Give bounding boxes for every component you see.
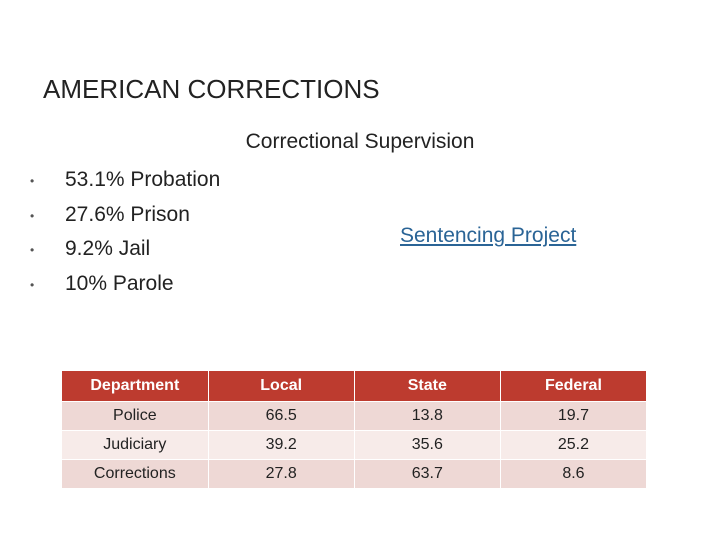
subtitle: Correctional Supervision bbox=[245, 130, 475, 153]
header-cell: Department bbox=[62, 371, 209, 402]
table-cell: 27.8 bbox=[208, 459, 355, 488]
header-cell: Local bbox=[208, 371, 355, 402]
table-cell: Judiciary bbox=[62, 430, 209, 460]
slide-title: AMERICAN CORRECTIONS bbox=[43, 74, 380, 104]
header-row: Department Local State Federal bbox=[62, 371, 648, 402]
bullet-item: 27.6% Prison bbox=[0, 201, 220, 236]
table-cell: 39.2 bbox=[208, 430, 355, 460]
data-table: Department Local State Federal Police 66.5 13… bbox=[62, 371, 648, 488]
table-cell: 19.7 bbox=[500, 401, 648, 431]
table-row: Judiciary 39.2 35.6 25.2 bbox=[62, 430, 648, 460]
table-row: Corrections 27.8 63.7 8.6 bbox=[62, 459, 648, 488]
bullet-item: 53.1% Probation bbox=[0, 166, 220, 201]
table-cell: 13.8 bbox=[354, 401, 501, 431]
table-cell: 8.6 bbox=[500, 459, 648, 488]
table-cell: Police bbox=[62, 401, 209, 431]
bullet-list: 53.1% Probation27.6% Prison9.2% Jail10% … bbox=[0, 166, 220, 304]
table-body: Police 66.5 13.8 19.7 Judiciary 39.2 35.6 25.2 C… bbox=[62, 401, 648, 488]
table-cell: 63.7 bbox=[354, 459, 501, 488]
table-cell: Corrections bbox=[62, 459, 209, 488]
bullet-item: 9.2% Jail bbox=[0, 235, 220, 270]
bullet-item: 10% Parole bbox=[0, 270, 220, 305]
source-link[interactable]: Sentencing Project bbox=[400, 224, 577, 247]
table-cell: 25.2 bbox=[500, 430, 648, 460]
header-cell: Federal bbox=[500, 371, 648, 402]
header-cell: State bbox=[354, 371, 501, 402]
table-row: Police 66.5 13.8 19.7 bbox=[62, 401, 648, 431]
table-cell: 66.5 bbox=[208, 401, 355, 431]
table-cell: 35.6 bbox=[354, 430, 501, 460]
